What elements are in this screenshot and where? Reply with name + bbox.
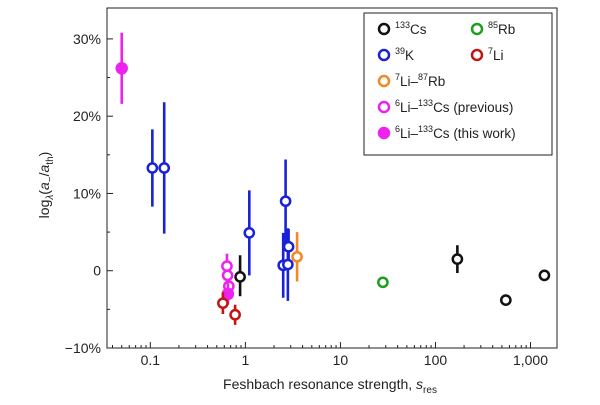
series-7li <box>217 292 241 325</box>
data-point <box>538 269 551 282</box>
y-axis-title-sub-th: th <box>45 156 56 164</box>
legend-entry-6li-133cs-previous: 6Li–133Cs (previous) <box>377 98 513 115</box>
data-point <box>158 162 171 174</box>
data-point <box>282 258 294 271</box>
legend-entry-85rb: 85Rb <box>470 20 515 37</box>
data-point <box>146 162 159 174</box>
legend-label-7li-87rb: 7Li–87Rb <box>395 72 445 89</box>
y-axis-title-a2: a <box>36 165 52 173</box>
y-tick-label: 10% <box>73 185 101 201</box>
data-point <box>279 195 292 208</box>
y-axis-title-open: ( <box>36 190 52 195</box>
x-tick-label: 10 <box>333 352 349 368</box>
legend-label-6li-133cs-previous: 6Li–133Cs (previous) <box>395 98 513 115</box>
y-tick-label: −10% <box>65 340 101 356</box>
y-axis-title-slash: / <box>36 172 52 176</box>
legend-entry-39k: 39K <box>377 46 414 63</box>
x-axis-title-var: s <box>416 376 423 392</box>
y-tick-label: 20% <box>73 108 101 124</box>
legend-label-39k: 39K <box>395 46 414 63</box>
legend-entry-7li-87rb: 7Li–87Rb <box>377 72 445 89</box>
y-axis-title-a: a <box>36 182 52 190</box>
legend-entry-7li: 7Li <box>470 46 504 63</box>
x-axis-title: Feshbach resonance strength, sres <box>223 376 437 396</box>
legend-label-7li: 7Li <box>488 46 504 63</box>
data-point <box>451 253 464 265</box>
series-85rb <box>377 276 389 289</box>
series-6li-133cs-this-work <box>115 32 235 305</box>
data-point <box>229 308 241 321</box>
legend-marker-6li-133cs-previous <box>377 100 391 114</box>
legend-entry-133cs: 133Cs <box>377 20 427 37</box>
data-point <box>243 227 256 239</box>
axis-ticks: 0.1 1 10 100 1,000 −10% 0 10% 20% 30% <box>65 31 548 368</box>
series-7li-87rb <box>291 232 303 282</box>
legend-box <box>363 12 553 156</box>
y-axis-title-sub-minus: − <box>45 176 56 182</box>
legend: 133Cs 85Rb 39K 7Li 7Li–87Rb 6Li–133Cs (p <box>363 12 553 156</box>
data-point <box>499 294 512 306</box>
x-tick-label: 100 <box>424 352 448 368</box>
y-axis-title-log: log <box>36 200 52 219</box>
y-axis-title-base: λ <box>45 195 56 201</box>
legend-label-133cs: 133Cs <box>395 20 427 37</box>
series-39k <box>146 102 295 301</box>
data-point <box>282 240 295 253</box>
legend-marker-39k <box>377 48 391 62</box>
data-point <box>221 260 233 272</box>
data-point <box>234 271 246 283</box>
data-series <box>115 32 551 325</box>
legend-label-6li-133cs-this-work: 6Li–133Cs (this work) <box>395 124 516 141</box>
y-axis-title: logλ(a−/ath) <box>36 152 56 219</box>
y-axis-title-close: ) <box>36 152 52 157</box>
series-133cs <box>234 245 551 306</box>
legend-marker-85rb <box>470 22 484 36</box>
legend-marker-7li-87rb <box>377 74 391 88</box>
legend-marker-133cs <box>377 22 391 36</box>
data-point <box>291 250 303 263</box>
data-point <box>115 62 128 75</box>
x-axis-title-main: Feshbach resonance strength, <box>223 376 416 392</box>
legend-label-85rb: 85Rb <box>488 20 515 37</box>
legend-entry-6li-133cs-this-work: 6Li–133Cs (this work) <box>377 124 516 141</box>
x-tick-label: 1,000 <box>513 352 548 368</box>
series-6li-133cs-previous <box>221 253 235 298</box>
legend-marker-7li <box>470 48 484 62</box>
x-tick-label: 1 <box>241 352 249 368</box>
x-tick-label: 0.1 <box>141 352 161 368</box>
x-axis-title-sub: res <box>423 385 437 396</box>
legend-marker-6li-133cs-this-work <box>377 126 391 140</box>
y-tick-label: 30% <box>73 31 101 47</box>
data-point <box>217 297 229 310</box>
y-tick-label: 0 <box>93 263 101 279</box>
plot-frame <box>106 7 558 349</box>
data-point <box>221 269 234 282</box>
data-point <box>377 276 389 289</box>
